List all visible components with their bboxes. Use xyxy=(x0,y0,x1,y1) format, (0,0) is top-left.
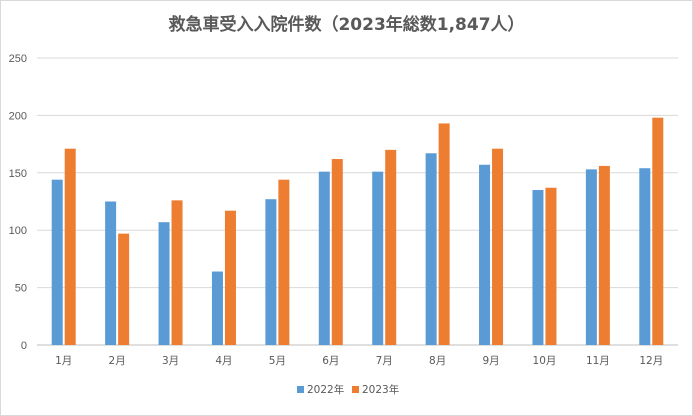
bar-2023-4 xyxy=(224,210,236,345)
bar-2022-12 xyxy=(639,168,651,345)
bar-2022-6 xyxy=(318,171,330,345)
bar-2023-9 xyxy=(492,148,504,345)
bar-2023-11 xyxy=(598,165,610,345)
bar-2022-5 xyxy=(265,199,277,345)
bar-2022-1 xyxy=(51,179,63,345)
bar-2022-10 xyxy=(532,190,544,345)
x-category-label: 9月 xyxy=(482,355,499,367)
x-category-label: 10月 xyxy=(533,355,557,367)
y-tick-label: 0 xyxy=(21,340,27,352)
x-category-label: 6月 xyxy=(322,355,339,367)
bar-2022-8 xyxy=(425,153,437,345)
x-category-label: 1月 xyxy=(55,355,72,367)
bar-2023-3 xyxy=(171,200,183,345)
legend-swatch xyxy=(352,386,359,393)
x-category-label: 8月 xyxy=(429,355,446,367)
x-category-label: 12月 xyxy=(639,355,663,367)
x-category-label: 3月 xyxy=(162,355,179,367)
chart-title: 救急車受入入院件数（2023年総数1,847人） xyxy=(168,15,525,35)
bar-2023-10 xyxy=(545,187,557,345)
x-axis-category-labels: 1月 2月 3月 4月 5月 6月 7月 8月 9月 10月 11月 12月 xyxy=(55,355,663,367)
x-category-label: 5月 xyxy=(269,355,286,367)
x-category-label: 11月 xyxy=(586,355,610,367)
legend-swatch xyxy=(297,386,304,393)
x-category-label: 4月 xyxy=(215,355,232,367)
legend-label: 2022年 xyxy=(307,383,344,396)
bars xyxy=(51,117,664,345)
y-tick-label: 50 xyxy=(15,283,27,295)
gridlines xyxy=(37,57,678,346)
bar-2023-8 xyxy=(438,123,450,345)
x-category-label: 2月 xyxy=(109,355,126,367)
y-tick-label: 250 xyxy=(9,53,27,65)
bar-2023-7 xyxy=(385,149,397,345)
y-tick-label: 100 xyxy=(9,225,27,237)
bar-2022-9 xyxy=(479,164,491,345)
bar-2023-6 xyxy=(331,159,343,345)
bar-2022-3 xyxy=(158,222,170,345)
bar-2022-7 xyxy=(372,171,384,345)
legend-label: 2023年 xyxy=(362,383,399,396)
bar-2022-4 xyxy=(211,271,223,345)
y-axis-tick-labels: 0 50 100 150 200 250 xyxy=(9,53,27,352)
bar-2023-1 xyxy=(64,148,76,345)
x-category-label: 7月 xyxy=(376,355,393,367)
bar-2023-2 xyxy=(118,233,130,345)
bar-2023-12 xyxy=(652,117,664,345)
y-tick-label: 200 xyxy=(9,110,27,122)
bar-2022-11 xyxy=(585,169,597,345)
legend: 2022年 2023年 xyxy=(297,383,399,396)
bar-2022-2 xyxy=(105,201,117,345)
bar-2023-5 xyxy=(278,179,290,345)
y-tick-label: 150 xyxy=(9,168,27,180)
